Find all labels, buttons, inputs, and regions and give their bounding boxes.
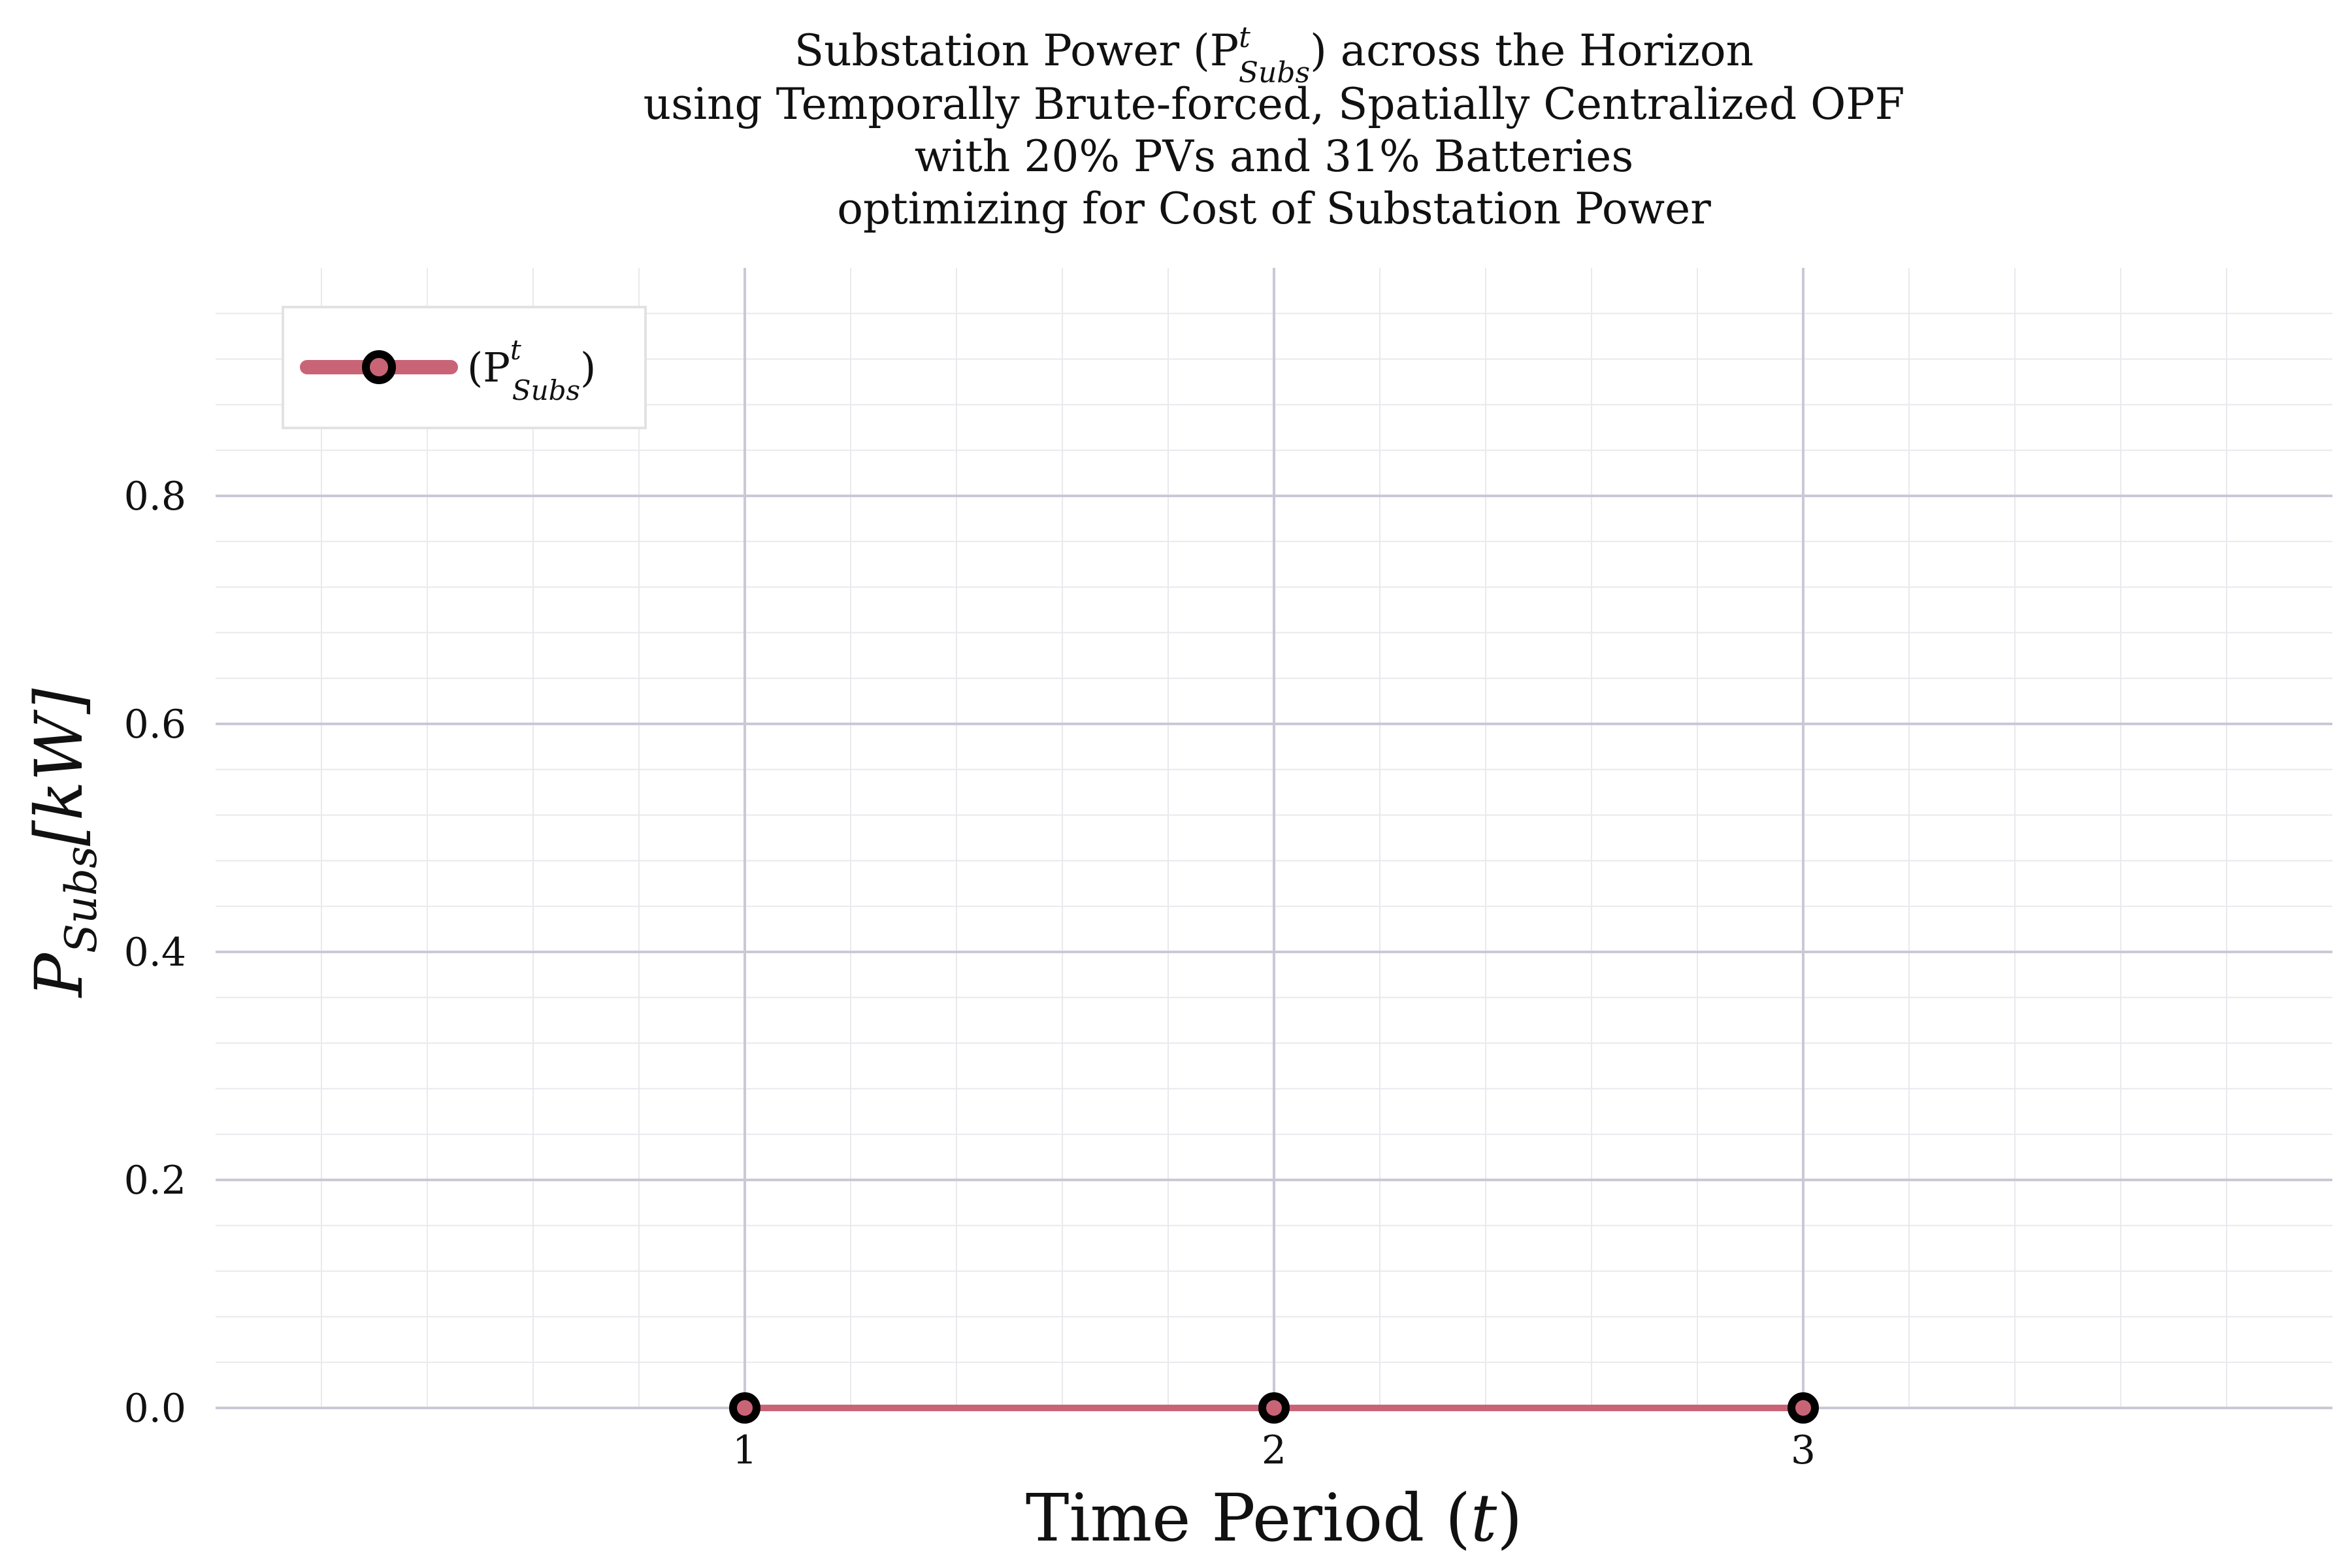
chart-title-line-2: using Temporally Brute-forced, Spatially… (644, 79, 1905, 129)
x-axis-ticks: 1 2 3 (732, 1428, 1816, 1473)
svg-text:Time Period (t): Time Period (t) (1026, 1480, 1522, 1556)
legend-series-marker (362, 350, 396, 384)
svg-text:PSubs[kW]: PSubs[kW] (21, 688, 106, 999)
x-axis-label-variable: t (1471, 1480, 1497, 1556)
legend-label-prefix: (P (467, 344, 510, 391)
y-tick-label: 0.4 (124, 930, 186, 975)
chart-title-line-3: with 20% PVs and 31% Batteries (915, 131, 1634, 182)
legend-label-suffix: ) (580, 344, 596, 391)
major-grid (216, 268, 2332, 1409)
y-tick-label: 0.0 (124, 1386, 186, 1431)
title-subscript: Subs (1239, 56, 1310, 90)
y-axis-label-unit: [kW] (21, 688, 97, 846)
x-axis-label-suffix: ) (1497, 1480, 1522, 1556)
legend-label-subscript: Subs (512, 374, 580, 406)
legend: (Pt Subs) (282, 306, 647, 429)
data-point (1258, 1392, 1290, 1424)
chart-title: Substation Power (Pt Subs) across the Hor… (644, 21, 1905, 234)
y-axis-label: PSubs[kW] (21, 688, 106, 999)
legend-label-superscript: t (510, 334, 521, 366)
title-superscript: t (1239, 21, 1250, 54)
x-axis-label: Time Period (t) (1026, 1480, 1522, 1556)
series-layer (729, 1392, 1819, 1424)
y-axis-ticks: 0.0 0.2 0.4 0.6 0.8 (124, 474, 186, 1431)
y-tick-label: 0.8 (124, 474, 186, 519)
x-axis-label-prefix: Time Period ( (1026, 1480, 1471, 1556)
data-point (729, 1392, 760, 1424)
y-tick-label: 0.2 (124, 1158, 186, 1203)
x-tick-label: 1 (732, 1428, 757, 1473)
data-point (1788, 1392, 1819, 1424)
y-tick-label: 0.6 (124, 702, 186, 747)
x-tick-label: 3 (1791, 1428, 1816, 1473)
x-tick-label: 2 (1262, 1428, 1286, 1473)
chart-title-line-1: Substation Power (Pt Subs) across the Hor… (794, 21, 1754, 90)
y-axis-label-base: P (21, 952, 97, 998)
title-line-1-suffix: ) across the Horizon (1310, 25, 1754, 76)
legend-series-label: (Pt Subs) (467, 334, 596, 406)
chart-title-line-4: optimizing for Cost of Substation Power (837, 184, 1711, 234)
y-axis-label-subscript: Subs (56, 846, 106, 953)
title-line-1-prefix: Substation Power (P (794, 25, 1239, 76)
